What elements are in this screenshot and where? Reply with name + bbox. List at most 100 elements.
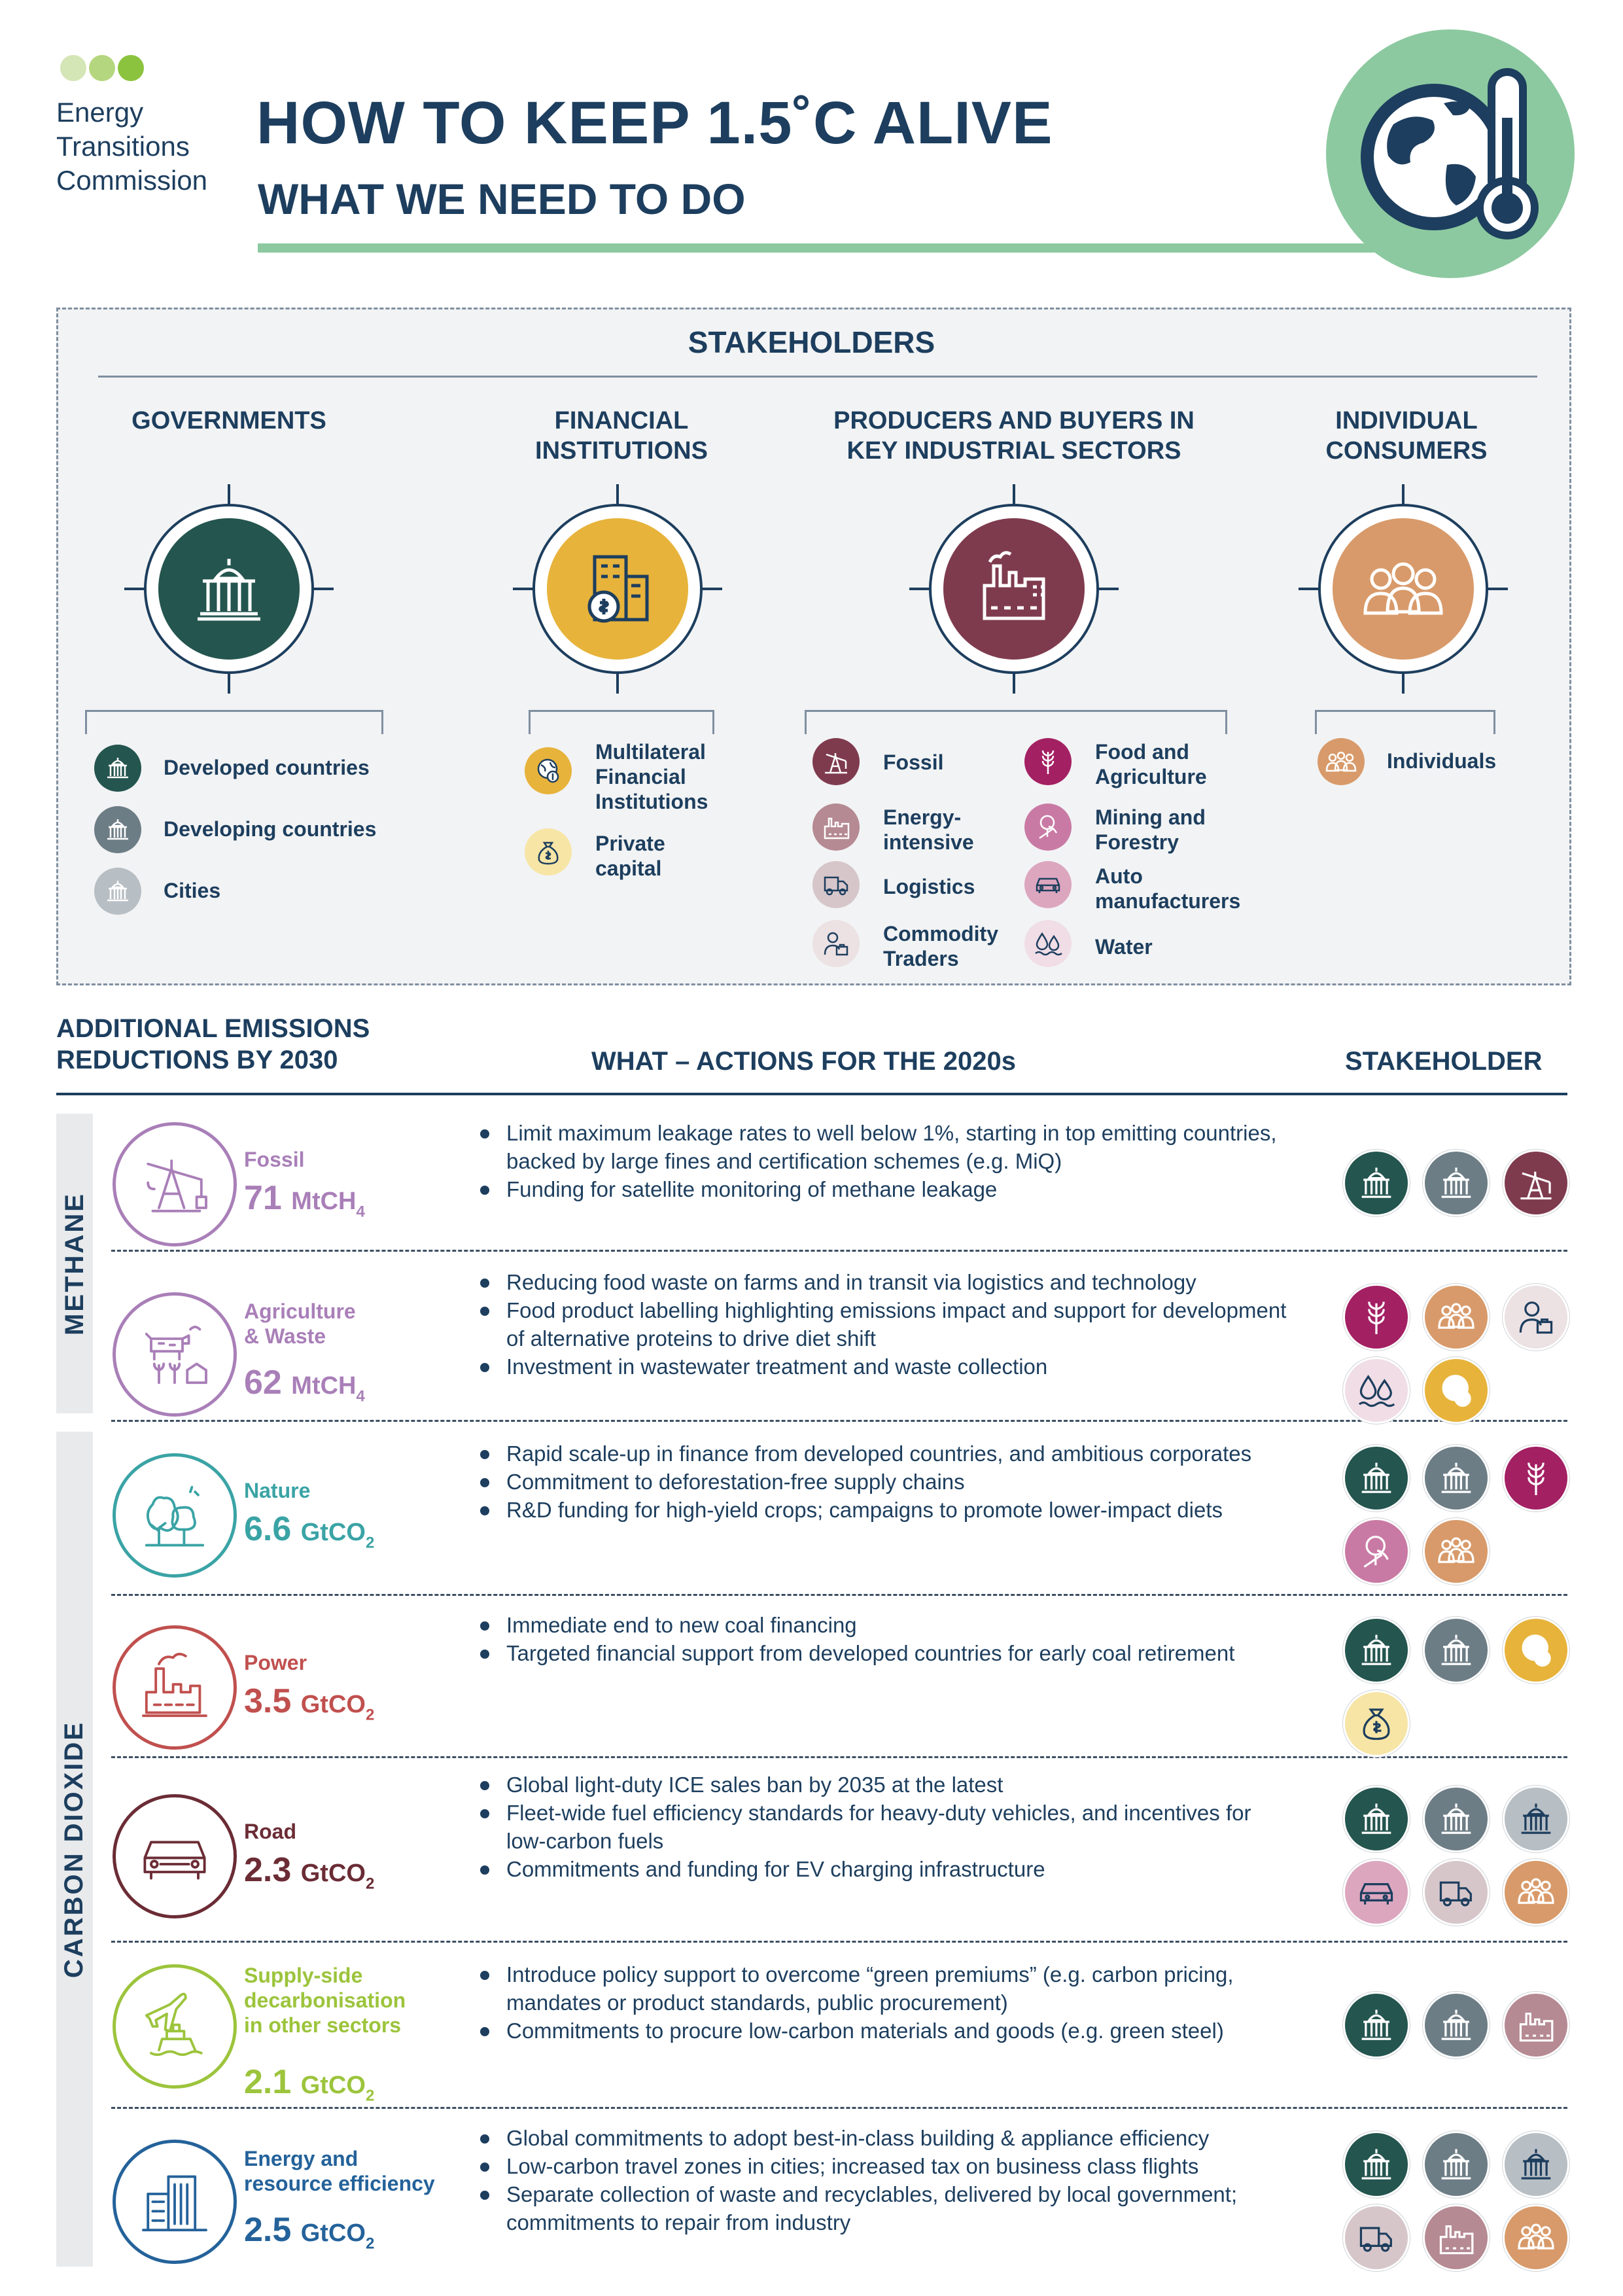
trader-icon — [1519, 1301, 1553, 1334]
truck-icon — [812, 861, 860, 908]
stakeholder-chip-individuals — [1505, 1861, 1567, 1924]
money-bag-icon — [1363, 1708, 1390, 1740]
government-building-icon — [94, 745, 141, 792]
oil-pump-icon — [113, 1122, 237, 1246]
col-header-stakeholder: STAKEHOLDER — [1345, 1047, 1543, 1076]
government-building-icon — [1441, 2009, 1471, 2040]
row-separator — [111, 1250, 1567, 1252]
row-value: 2.3 GtCO2 — [244, 1850, 374, 1893]
row-value-unit: MtCH — [291, 1372, 357, 1400]
stakeholder-label: Water — [1095, 935, 1153, 959]
stakeholder-chip-developed-countries — [1345, 1447, 1408, 1510]
row-separator — [111, 1594, 1567, 1596]
group-label: METHANE — [60, 1192, 89, 1335]
government-building-icon — [94, 868, 141, 915]
stakeholder-chip-developing-countries — [1425, 1619, 1488, 1682]
action-item: Funding for satellite monitoring of meth… — [472, 1175, 1297, 1203]
row-value-unit: GtCO — [300, 2072, 366, 2099]
stakeholder-label: Auto manufacturers — [1095, 864, 1241, 913]
row-value-subscript: 2 — [365, 1534, 375, 1552]
stakeholder-chip-logistics — [1425, 1861, 1488, 1924]
row-value-subscript: 2 — [365, 1875, 375, 1893]
government-building-icon — [1441, 2149, 1471, 2180]
row-value-subscript: 2 — [365, 1706, 375, 1724]
action-item: Limit maximum leakage rates to well belo… — [472, 1119, 1297, 1175]
bank-money-bag-icon — [547, 518, 688, 660]
logo-dots — [60, 55, 147, 84]
stakeholder-chip-developing-countries — [1425, 1994, 1488, 2057]
row-value: 6.6 GtCO2 — [244, 1510, 374, 1552]
row-name: Supply-side decarbonisation in other sec… — [244, 1964, 406, 2037]
row-name: Fossil — [244, 1148, 305, 1171]
crosshair-consumers — [1299, 484, 1508, 694]
money-bag-icon — [525, 828, 572, 875]
stakeholder-label: Cities — [164, 879, 221, 902]
group-title-financial: FINANCIAL INSTITUTIONS — [535, 407, 708, 465]
row-value-number: 71 — [244, 1179, 282, 1217]
stakeholder-label: Logistics — [883, 875, 975, 898]
people-group-icon — [1333, 518, 1474, 660]
stakeholders-heading-rule — [98, 376, 1537, 378]
action-item: Commitments and funding for EV charging … — [472, 1855, 1297, 1883]
row-value-number: 2.1 — [244, 2063, 292, 2101]
wheat-icon — [1368, 1301, 1385, 1335]
logo-dot — [60, 55, 86, 81]
group-title-consumers: INDIVIDUAL CONSUMERS — [1325, 407, 1488, 465]
action-item: Separate collection of waste and recycla… — [472, 2180, 1297, 2236]
factory-icon — [943, 518, 1085, 660]
stakeholder-chip-cities — [1505, 1788, 1567, 1850]
stakeholder-chip-developed-countries — [1345, 1619, 1408, 1682]
car-icon — [1024, 861, 1072, 908]
wheat-icon — [1527, 1462, 1544, 1496]
stakeholder-chip-individuals — [1505, 2206, 1567, 2269]
people-group-icon — [1318, 738, 1365, 785]
row-value-unit: GtCO — [300, 1860, 366, 1887]
government-building-icon — [1521, 1803, 1551, 1834]
buildings-icon — [113, 2140, 237, 2264]
table-header-rule — [56, 1093, 1567, 1095]
row-value-unit: GtCO — [300, 1519, 366, 1546]
stakeholder-chip-developing-countries — [1425, 1788, 1488, 1850]
oil-pump-icon — [812, 738, 860, 785]
stakeholder-label: Individuals — [1387, 749, 1497, 773]
row-separator — [111, 1756, 1567, 1758]
action-item: Rapid scale-up in finance from developed… — [472, 1439, 1297, 1468]
power-plant-icon — [113, 1625, 237, 1750]
org-line: Transitions — [56, 131, 190, 162]
stakeholder-chip-individuals — [1425, 1286, 1488, 1349]
action-list: Global commitments to adopt best-in-clas… — [472, 2124, 1297, 2236]
row-name: Agriculture & Waste — [244, 1299, 356, 1348]
stakeholder-label: Food and Agriculture — [1095, 740, 1207, 788]
logo-dot — [89, 55, 115, 81]
row-value-subscript: 4 — [356, 1203, 365, 1221]
stakeholder-chip-food-agriculture — [1345, 1286, 1408, 1349]
stakeholder-chip-developed-countries — [1345, 2133, 1408, 2196]
action-item: Introduce policy support to overcome “gr… — [472, 1960, 1297, 2017]
row-value: 3.5 GtCO2 — [244, 1682, 374, 1724]
row-value: 2.5 GtCO2 — [244, 2210, 374, 2253]
row-value: 71 MtCH4 — [244, 1178, 365, 1221]
col-header-reductions: ADDITIONAL EMISSIONS REDUCTIONS BY 2030 — [56, 1014, 370, 1074]
stakeholder-chip-individuals — [1425, 1520, 1488, 1583]
government-building-icon — [158, 518, 300, 660]
stakeholders-panel — [56, 308, 1571, 985]
stakeholder-chip-developing-countries — [1425, 2133, 1488, 2196]
row-name: Road — [244, 1820, 296, 1843]
row-value-subscript: 4 — [356, 1387, 365, 1405]
action-item: Investment in wastewater treatment and w… — [472, 1352, 1297, 1381]
stakeholder-chip-developed-countries — [1345, 1152, 1408, 1214]
row-value-unit: GtCO — [300, 2219, 366, 2247]
stakeholder-chip-developed-countries — [1345, 1788, 1408, 1850]
action-item: Low-carbon travel zones in cities; incre… — [472, 2152, 1297, 2180]
action-list: Reducing food waste on farms and in tran… — [472, 1268, 1297, 1381]
org-name: Energy Transitions Commission — [56, 96, 207, 198]
government-building-icon — [1361, 1634, 1391, 1665]
row-separator — [111, 2107, 1567, 2109]
crosshair-financial — [513, 484, 722, 694]
action-item: Food product labelling highlighting emis… — [472, 1296, 1297, 1352]
group-title-producers: PRODUCERS AND BUYERS IN KEY INDUSTRIAL S… — [833, 407, 1195, 465]
water-drops-icon — [1358, 1375, 1395, 1407]
government-building-icon — [1361, 1803, 1391, 1834]
stakeholder-chip-developing-countries — [1425, 1447, 1488, 1510]
stakeholder-chip-cities — [1505, 2133, 1567, 2196]
